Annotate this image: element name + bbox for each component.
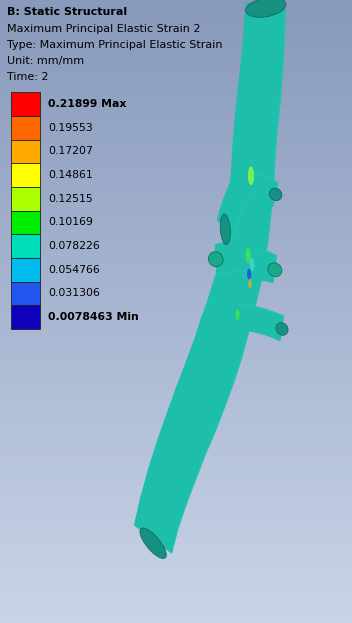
Text: 0.19553: 0.19553 (48, 123, 93, 133)
Bar (11, 234, 40, 258)
Text: Time: 2: Time: 2 (7, 72, 49, 82)
Text: 0.0078463 Min: 0.0078463 Min (48, 312, 139, 322)
Bar (11, 258, 40, 282)
Polygon shape (218, 161, 257, 235)
Bar (11, 187, 40, 211)
Bar (11, 140, 40, 163)
Text: Unit: mm/mm: Unit: mm/mm (7, 56, 84, 66)
Polygon shape (232, 3, 285, 178)
Polygon shape (215, 242, 246, 273)
Ellipse shape (276, 323, 288, 335)
Ellipse shape (268, 263, 282, 277)
Bar (11, 282, 40, 305)
Ellipse shape (235, 309, 240, 320)
Ellipse shape (140, 528, 166, 558)
Text: 0.078226: 0.078226 (48, 241, 100, 251)
Ellipse shape (208, 252, 223, 267)
Text: Type: Maximum Principal Elastic Strain: Type: Maximum Principal Elastic Strain (7, 40, 222, 50)
Bar (11, 211, 40, 234)
Ellipse shape (246, 0, 286, 17)
Bar (11, 305, 40, 329)
Text: 0.031306: 0.031306 (48, 288, 100, 298)
Ellipse shape (269, 188, 282, 201)
Bar (11, 163, 40, 187)
Bar (11, 92, 40, 116)
Text: Maximum Principal Elastic Strain 2: Maximum Principal Elastic Strain 2 (7, 24, 201, 34)
Polygon shape (201, 169, 274, 359)
Text: B: Static Structural: B: Static Structural (7, 7, 127, 17)
Bar (11, 116, 40, 140)
Text: 0.054766: 0.054766 (48, 265, 100, 275)
Polygon shape (237, 304, 283, 340)
Text: 0.12515: 0.12515 (48, 194, 93, 204)
Ellipse shape (248, 278, 252, 288)
Polygon shape (252, 250, 276, 282)
Polygon shape (135, 320, 241, 553)
Text: 0.14861: 0.14861 (48, 170, 93, 180)
Ellipse shape (247, 269, 251, 280)
Text: 0.10169: 0.10169 (48, 217, 93, 227)
Text: 0.21899 Max: 0.21899 Max (48, 99, 127, 109)
Ellipse shape (245, 247, 251, 264)
Polygon shape (254, 174, 278, 206)
Text: 0.17207: 0.17207 (48, 146, 93, 156)
Ellipse shape (248, 166, 254, 185)
Ellipse shape (250, 258, 254, 272)
Ellipse shape (220, 214, 230, 245)
